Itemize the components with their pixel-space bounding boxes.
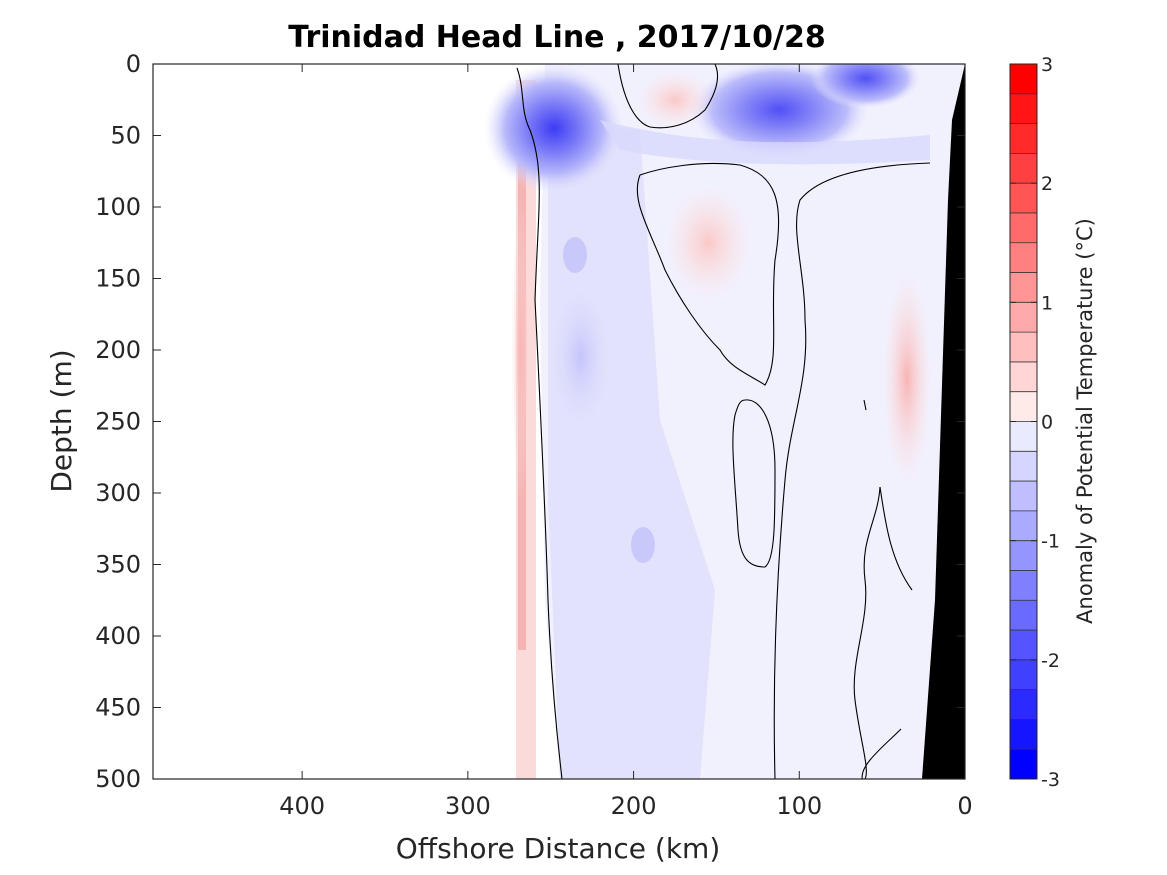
colorbar-level (1010, 272, 1037, 303)
x-tick-label: 400 (279, 792, 325, 820)
x-tick-label: 300 (445, 792, 491, 820)
y-tick-label: 0 (126, 50, 141, 78)
y-tick-label: 50 (110, 122, 141, 150)
colorbar-tick-label: 3 (1041, 54, 1053, 76)
colorbar: 3 2 1 0 -1 -2 -3 (1009, 54, 1060, 791)
colorbar-title: Anomaly of Potential Temperature (°C) (1073, 218, 1097, 624)
colorbar-level (1010, 749, 1037, 779)
colorbar-level (1010, 361, 1037, 392)
y-tick-label: 400 (95, 622, 141, 650)
y-tick-label: 500 (95, 765, 141, 793)
y-tick-label: 350 (95, 551, 141, 579)
colorbar-level (1010, 302, 1037, 333)
y-tick-label: 100 (95, 193, 141, 221)
anomaly-negative-2 (810, 64, 921, 109)
zero-contour-2 (636, 162, 780, 386)
zero-contour-0 (516, 67, 563, 779)
negative-band-offshore (548, 120, 715, 779)
chart-title: Trinidad Head Line , 2017/10/28 (288, 20, 825, 55)
colorbar-level (1010, 659, 1037, 690)
surface-negative-band (600, 120, 930, 165)
zero-contour-8 (863, 399, 867, 411)
y-axis-title: Depth (m) (45, 349, 78, 492)
y-tick-label: 300 (95, 479, 141, 507)
x-tick-label: 200 (611, 792, 657, 820)
colorbar-level (1010, 123, 1037, 154)
colorbar-level (1010, 183, 1037, 213)
colorbar-level (1010, 540, 1037, 571)
anomaly-positive-5 (663, 182, 754, 303)
anomaly-negative-0 (484, 64, 625, 194)
colorbar-tick-label: 1 (1041, 292, 1053, 314)
anomaly-positive-4 (635, 69, 715, 130)
colorbar-level (1010, 153, 1037, 184)
colorbar-level (1010, 93, 1037, 124)
colorbar-level (1010, 212, 1037, 243)
anomaly-negative-3 (550, 287, 611, 428)
colorbar-level (1010, 242, 1037, 273)
x-tick-label: 0 (957, 792, 972, 820)
colorbar-tick-label: -2 (1041, 650, 1060, 672)
zero-contour-3 (732, 399, 776, 568)
zero-contour-1 (617, 64, 719, 129)
colorbar-tick-label: 0 (1041, 412, 1053, 434)
y-tick-label: 150 (95, 265, 141, 293)
bathymetry (922, 64, 965, 779)
x-axis: 400 300 200 100 0 (279, 64, 973, 820)
zero-contour-5 (853, 486, 881, 779)
zero-contours (516, 64, 931, 779)
colorbar-level (1010, 421, 1037, 452)
small-negative-patch (563, 237, 587, 273)
small-negative-patch-deep (631, 527, 655, 563)
colorbar-level (1010, 332, 1037, 362)
colorbar-level (1010, 600, 1037, 631)
anomaly-positive-6 (882, 268, 932, 489)
colorbar-level (1010, 570, 1037, 601)
anomaly-field (484, 64, 965, 779)
y-tick-label: 250 (95, 408, 141, 436)
anomaly-positive-7 (510, 200, 531, 500)
zero-contour-6 (879, 486, 913, 591)
y-tick-label: 450 (95, 694, 141, 722)
zero-contour-4 (773, 162, 931, 779)
y-tick-label: 200 (95, 336, 141, 364)
colorbar-level (1010, 451, 1037, 482)
x-tick-label: 100 (776, 792, 822, 820)
colorbar-level (1010, 481, 1037, 511)
y-axis: 0 50 100 150 200 250 300 350 400 450 500 (95, 50, 965, 793)
colorbar-level (1010, 510, 1037, 541)
colorbar-tick-label: -3 (1041, 769, 1060, 791)
x-axis-title: Offshore Distance (km) (396, 832, 721, 865)
colorbar-level (1010, 719, 1037, 750)
colorbar-tick-label: -1 (1041, 531, 1060, 553)
colorbar-level (1010, 391, 1037, 422)
colorbar-level (1010, 630, 1037, 660)
zero-contour-7 (861, 728, 902, 779)
colorbar-level (1010, 689, 1037, 720)
colorbar-level (1010, 64, 1037, 94)
colorbar-tick-label: 2 (1041, 173, 1053, 195)
